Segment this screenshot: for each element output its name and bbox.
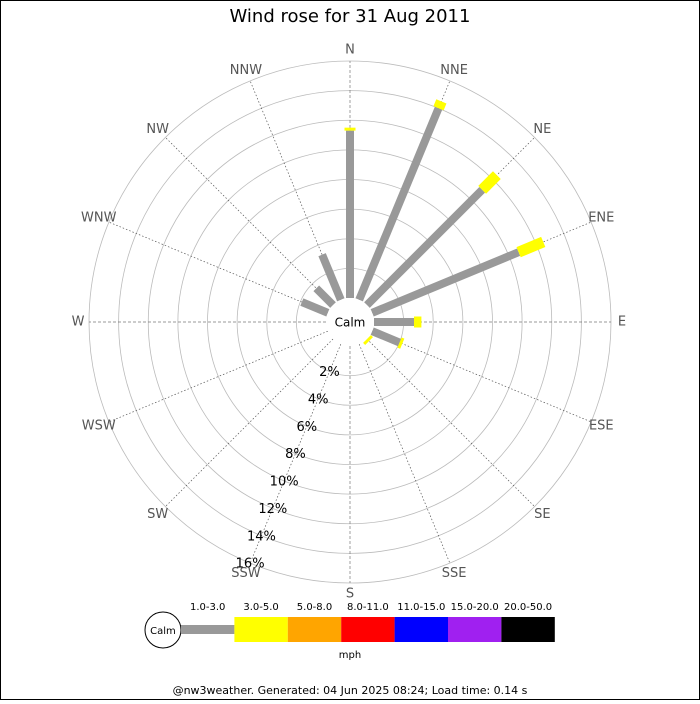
r-tick-label: 12% [258, 502, 287, 517]
direction-label: N [345, 43, 355, 58]
calm-circle [326, 298, 374, 346]
legend-label: 15.0-20.0 [451, 602, 499, 613]
direction-label: S [346, 587, 354, 602]
bar-segment [355, 106, 443, 302]
legend-label: 5.0-8.0 [297, 602, 332, 613]
legend-label: 11.0-15.0 [397, 602, 445, 613]
r-tick-label: 4% [308, 392, 329, 407]
bar-segment [313, 285, 336, 308]
r-tick-label: 6% [296, 420, 317, 435]
legend-swatch [394, 617, 448, 642]
r-tick-label: 16% [236, 557, 265, 572]
direction-label: ESE [589, 419, 614, 434]
legend-swatch [341, 617, 395, 642]
spoke [366, 338, 535, 507]
bar-segment [370, 327, 402, 347]
bar-segment [397, 337, 405, 349]
r-tick-label: 2% [319, 365, 340, 380]
direction-label: NNE [440, 63, 468, 78]
direction-label: SSW [231, 566, 261, 581]
legend-swatch [234, 617, 288, 642]
spoke [108, 221, 328, 314]
direction-label: W [72, 315, 85, 330]
bar-segment [478, 171, 501, 194]
legend-swatch [501, 617, 555, 642]
bar-segment [363, 335, 373, 345]
direction-label: SE [534, 507, 550, 522]
calm-label: Calm [335, 316, 366, 330]
spoke [358, 344, 451, 564]
direction-label: E [618, 315, 626, 330]
spoke [372, 330, 592, 423]
r-tick-label: 14% [247, 529, 276, 544]
legend-calm-label: Calm [150, 626, 176, 637]
r-tick-label: 10% [270, 475, 299, 490]
direction-label: SSE [442, 566, 467, 581]
legend-label: 20.0-50.0 [504, 602, 552, 613]
bar-segment [364, 186, 486, 308]
bar-segment [318, 253, 345, 302]
legend-label: 3.0-5.0 [243, 602, 278, 613]
spoke [108, 330, 328, 423]
legend-label: 1.0-3.0 [190, 602, 225, 613]
direction-label: NNW [230, 63, 262, 78]
legend-label: 8.0-11.0 [347, 602, 389, 613]
direction-label: SW [147, 507, 168, 522]
legend-unit: mph [339, 650, 361, 661]
bar-segment [433, 99, 447, 111]
chart-title: Wind rose for 31 Aug 2011 [230, 6, 471, 27]
direction-label: NW [146, 122, 169, 137]
legend-swatch [181, 625, 235, 634]
bar-segment [370, 248, 521, 317]
direction-label: ENE [588, 210, 614, 225]
spoke [165, 137, 334, 306]
bar-segment [516, 236, 546, 258]
direction-label: WNW [81, 210, 117, 225]
direction-label: WSW [82, 419, 116, 434]
footer: @nw3weather. Generated: 04 Jun 2025 08:2… [173, 684, 528, 697]
spoke [165, 338, 334, 507]
legend-swatch [448, 617, 502, 642]
r-tick-label: 8% [285, 447, 306, 462]
legend-swatch [287, 617, 342, 642]
direction-label: NE [533, 122, 551, 137]
spoke [249, 344, 342, 564]
bar-segment [300, 298, 330, 317]
